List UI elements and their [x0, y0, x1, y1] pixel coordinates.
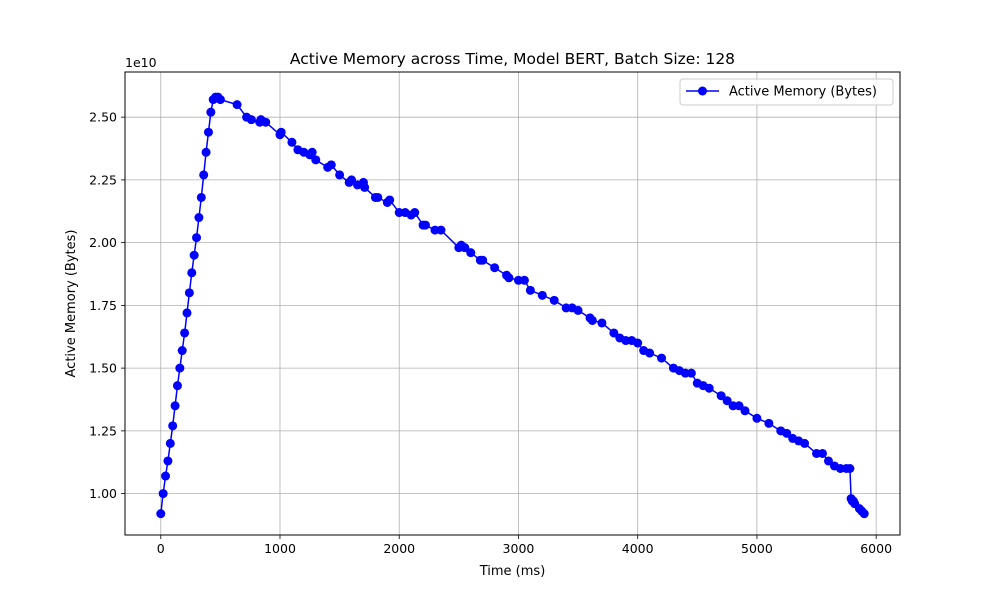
data-point: [172, 381, 182, 391]
data-point: [823, 456, 833, 466]
y-tick-label: 1.75: [89, 298, 117, 313]
data-point: [180, 328, 190, 338]
data-point: [800, 438, 810, 448]
data-point: [587, 315, 597, 325]
data-point: [156, 509, 166, 519]
data-point: [686, 368, 696, 378]
data-point: [326, 160, 336, 170]
data-point: [609, 328, 619, 338]
data-point: [537, 290, 547, 300]
chart-title: Active Memory across Time, Model BERT, B…: [290, 50, 735, 68]
legend: Active Memory (Bytes): [679, 78, 894, 106]
x-tick-label: 5000: [741, 541, 773, 556]
y-axis-label: Active Memory (Bytes): [64, 230, 79, 378]
data-point: [818, 448, 827, 458]
data-point: [420, 220, 430, 230]
data-point: [504, 273, 514, 283]
data-point: [232, 100, 242, 110]
data-point: [385, 195, 395, 205]
data-point: [722, 396, 732, 406]
x-tick-label: 0: [157, 541, 165, 556]
plot-frame: [124, 71, 901, 536]
data-point: [633, 338, 643, 348]
data-point: [764, 418, 774, 428]
data-point: [752, 413, 762, 423]
data-point: [436, 225, 446, 235]
data-point: [276, 127, 286, 137]
y-tick-label: 1.50: [89, 361, 117, 376]
data-point: [168, 421, 178, 431]
data-point: [287, 137, 297, 147]
data-point: [158, 489, 168, 499]
data-point: [373, 192, 383, 202]
data-point: [740, 406, 750, 416]
data-point: [201, 147, 211, 157]
y-tick-label: 1.00: [89, 486, 117, 501]
data-point: [845, 463, 855, 473]
data-point: [478, 255, 488, 265]
x-tick-label: 2000: [383, 541, 415, 556]
y-tick-label: 2.00: [89, 235, 117, 250]
data-point: [163, 456, 173, 466]
data-point: [184, 288, 194, 298]
data-point: [410, 208, 420, 218]
data-point: [177, 346, 187, 356]
data-point: [466, 248, 476, 258]
axis-ticks: 0 1000 2000 3000 4000 5000 6000 1.00 1.25 1.50 1.7…: [89, 110, 892, 556]
data-point: [206, 107, 216, 117]
series-layer: [156, 92, 869, 519]
legend-box: [679, 78, 894, 106]
data-point: [519, 275, 529, 285]
y-tick-label: 2.25: [89, 172, 117, 187]
data-point: [335, 170, 345, 180]
data-point: [165, 438, 175, 448]
data-point: [194, 213, 204, 223]
data-point: [460, 243, 470, 253]
data-point: [192, 233, 202, 243]
data-point: [782, 428, 792, 438]
y-tick-label: 2.50: [89, 110, 117, 125]
legend-marker-swatch: [698, 86, 707, 96]
data-point: [161, 471, 171, 481]
data-point: [196, 192, 206, 202]
data-point: [657, 353, 667, 363]
data-point: [490, 263, 500, 273]
data-point: [347, 175, 357, 185]
y-offset-label: 1e10: [125, 55, 157, 70]
data-point: [261, 117, 271, 127]
data-point: [645, 348, 655, 358]
legend-label: Active Memory (Bytes): [729, 85, 877, 100]
data-point: [734, 401, 744, 411]
x-axis-label: Time (ms): [479, 564, 546, 579]
data-point: [170, 401, 180, 411]
x-tick-label: 6000: [860, 541, 892, 556]
y-tick-label: 1.25: [89, 423, 117, 438]
data-point: [704, 383, 714, 393]
data-point: [859, 509, 869, 519]
data-point: [307, 147, 317, 157]
data-point: [203, 127, 213, 137]
grid-lines: [125, 72, 900, 535]
data-point: [199, 170, 209, 180]
data-point: [573, 305, 583, 315]
data-point: [187, 268, 197, 278]
data-point: [597, 318, 607, 328]
data-point: [716, 391, 726, 401]
data-point: [549, 295, 559, 305]
data-point: [311, 155, 321, 165]
x-tick-label: 3000: [503, 541, 535, 556]
x-tick-label: 1000: [264, 541, 296, 556]
data-point: [182, 308, 192, 318]
x-tick-label: 4000: [622, 541, 654, 556]
data-point: [215, 95, 225, 105]
data-point: [189, 250, 199, 260]
data-point: [360, 182, 370, 192]
data-point: [525, 285, 535, 295]
data-point: [246, 115, 256, 125]
data-point: [175, 363, 185, 373]
